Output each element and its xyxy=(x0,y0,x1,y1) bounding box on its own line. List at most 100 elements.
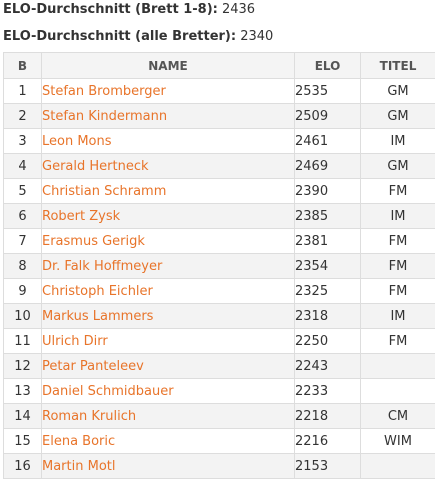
player-name-link[interactable]: Gerald Hertneck xyxy=(42,158,149,174)
table-row: 8 Dr. Falk Hoffmeyer 2354 FM xyxy=(3,253,435,279)
player-name-link[interactable]: Christoph Eichler xyxy=(42,283,153,299)
player-name-link[interactable]: Petar Panteleev xyxy=(42,358,144,374)
elo-average-all-label: ELO-Durchschnitt (alle Bretter): xyxy=(3,29,237,44)
elo-rating: 2461 xyxy=(294,128,361,154)
player-name-link[interactable]: Ulrich Dirr xyxy=(42,333,108,349)
player-name-link[interactable]: Robert Zysk xyxy=(42,208,121,224)
player-name-link[interactable]: Roman Krulich xyxy=(42,408,137,424)
player-name-cell: Gerald Hertneck xyxy=(41,153,295,179)
player-name-link[interactable]: Markus Lammers xyxy=(42,308,154,324)
table-row: 2 Stefan Kindermann 2509 GM xyxy=(3,103,435,129)
chess-title: FM xyxy=(360,328,435,354)
table-row: 4 Gerald Hertneck 2469 GM xyxy=(3,153,435,179)
player-name-cell: Markus Lammers xyxy=(41,303,295,329)
chess-title: FM xyxy=(360,228,435,254)
chess-title: FM xyxy=(360,253,435,279)
chess-title: GM xyxy=(360,103,435,129)
table-row: 1 Stefan Bromberger 2535 GM xyxy=(3,78,435,104)
elo-rating: 2385 xyxy=(294,203,361,229)
elo-rating: 2233 xyxy=(294,378,361,404)
table-row: 6 Robert Zysk 2385 IM xyxy=(3,203,435,229)
table-body: 1 Stefan Bromberger 2535 GM 2 Stefan Kinderma… xyxy=(3,78,435,479)
board-number: 12 xyxy=(3,353,42,379)
elo-average-all-value: 2340 xyxy=(240,29,274,44)
column-header-title: TITEL xyxy=(360,52,435,79)
board-number: 2 xyxy=(3,103,42,129)
column-header-board: B xyxy=(3,52,42,79)
table-row: 15 Elena Boric 2216 WIM xyxy=(3,428,435,454)
table-row: 13 Daniel Schmidbauer 2233 xyxy=(3,378,435,404)
table-row: 3 Leon Mons 2461 IM xyxy=(3,128,435,154)
elo-rating: 2509 xyxy=(294,103,361,129)
player-name-cell: Robert Zysk xyxy=(41,203,295,229)
table-header-row: B NAME ELO TITEL xyxy=(3,52,435,79)
table-row: 14 Roman Krulich 2218 CM xyxy=(3,403,435,429)
board-number: 13 xyxy=(3,378,42,404)
player-name-link[interactable]: Elena Boric xyxy=(42,433,116,449)
table-row: 5 Christian Schramm 2390 FM xyxy=(3,178,435,204)
player-name-link[interactable]: Dr. Falk Hoffmeyer xyxy=(42,258,163,274)
column-header-name: NAME xyxy=(41,52,295,79)
chess-title: GM xyxy=(360,78,435,104)
player-name-link[interactable]: Leon Mons xyxy=(42,133,112,149)
elo-rating: 2218 xyxy=(294,403,361,429)
player-name-cell: Stefan Kindermann xyxy=(41,103,295,129)
board-number: 7 xyxy=(3,228,42,254)
board-number: 11 xyxy=(3,328,42,354)
board-number: 1 xyxy=(3,78,42,104)
player-name-link[interactable]: Stefan Kindermann xyxy=(42,108,168,124)
player-name-cell: Roman Krulich xyxy=(41,403,295,429)
table-row: 7 Erasmus Gerigk 2381 FM xyxy=(3,228,435,254)
chess-title: IM xyxy=(360,303,435,329)
table-row: 11 Ulrich Dirr 2250 FM xyxy=(3,328,435,354)
board-number: 15 xyxy=(3,428,42,454)
player-name-link[interactable]: Christian Schramm xyxy=(42,183,167,199)
player-name-cell: Stefan Bromberger xyxy=(41,78,295,104)
table-row: 16 Martin Motl 2153 xyxy=(3,453,435,479)
elo-rating: 2216 xyxy=(294,428,361,454)
elo-rating: 2325 xyxy=(294,278,361,304)
board-number: 6 xyxy=(3,203,42,229)
table-row: 12 Petar Panteleev 2243 xyxy=(3,353,435,379)
player-name-link[interactable]: Erasmus Gerigk xyxy=(42,233,145,249)
board-number: 14 xyxy=(3,403,42,429)
player-name-cell: Petar Panteleev xyxy=(41,353,295,379)
elo-rating: 2381 xyxy=(294,228,361,254)
board-number: 9 xyxy=(3,278,42,304)
player-name-cell: Leon Mons xyxy=(41,128,295,154)
player-name-link[interactable]: Daniel Schmidbauer xyxy=(42,383,174,399)
player-name-cell: Christoph Eichler xyxy=(41,278,295,304)
elo-rating: 2153 xyxy=(294,453,361,479)
chess-title: IM xyxy=(360,128,435,154)
elo-average-top8-value: 2436 xyxy=(221,2,256,17)
board-number: 16 xyxy=(3,453,42,479)
board-number: 4 xyxy=(3,153,42,179)
board-number: 8 xyxy=(3,253,42,279)
board-number: 3 xyxy=(3,128,42,154)
chess-title xyxy=(360,378,435,404)
elo-rating: 2390 xyxy=(294,178,361,204)
player-name-cell: Dr. Falk Hoffmeyer xyxy=(41,253,295,279)
board-number: 5 xyxy=(3,178,42,204)
chess-title: CM xyxy=(360,403,435,429)
player-name-link[interactable]: Stefan Bromberger xyxy=(42,83,166,99)
elo-average-top8-label: ELO-Durchschnitt (Brett 1-8): xyxy=(3,2,218,17)
chess-title: FM xyxy=(360,278,435,304)
elo-average-top8: ELO-Durchschnitt (Brett 1-8): 2436 xyxy=(3,1,255,19)
chess-title xyxy=(360,453,435,479)
elo-rating: 2535 xyxy=(294,78,361,104)
elo-rating: 2318 xyxy=(294,303,361,329)
chess-title: FM xyxy=(360,178,435,204)
chess-title: WIM xyxy=(360,428,435,454)
player-name-cell: Martin Motl xyxy=(41,453,295,479)
player-roster-table: B NAME ELO TITEL 1 Stefan Bromberger 2535 G… xyxy=(3,52,435,479)
player-name-cell: Erasmus Gerigk xyxy=(41,228,295,254)
player-name-cell: Ulrich Dirr xyxy=(41,328,295,354)
chess-title xyxy=(360,353,435,379)
table-row: 10 Markus Lammers 2318 IM xyxy=(3,303,435,329)
player-name-link[interactable]: Martin Motl xyxy=(42,458,116,474)
elo-rating: 2243 xyxy=(294,353,361,379)
elo-average-all: ELO-Durchschnitt (alle Bretter): 2340 xyxy=(3,28,273,46)
elo-rating: 2354 xyxy=(294,253,361,279)
table-row: 9 Christoph Eichler 2325 FM xyxy=(3,278,435,304)
